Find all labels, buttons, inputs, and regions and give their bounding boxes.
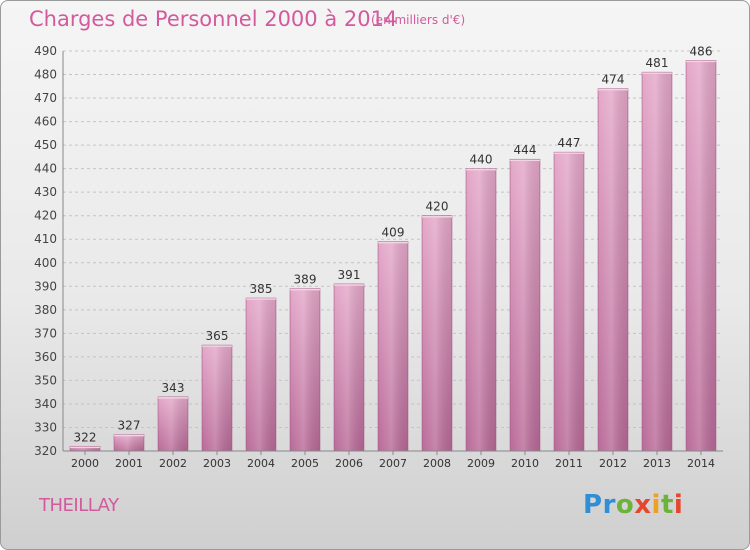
commune-name: THEILLAY	[39, 495, 119, 516]
x-tick-label: 2008	[423, 457, 451, 470]
bar-value-label: 486	[690, 44, 713, 58]
y-tick-label: 400	[34, 256, 57, 270]
bar-value-label: 440	[470, 153, 493, 167]
x-tick-label: 2009	[467, 457, 495, 470]
x-tick-label: 2006	[335, 457, 363, 470]
y-tick-label: 460	[34, 115, 57, 129]
bar-shine	[466, 168, 496, 451]
x-tick-label: 2013	[643, 457, 671, 470]
bar-shine	[290, 288, 320, 451]
bar-shine	[158, 396, 188, 451]
bar-value-label: 343	[162, 381, 185, 395]
y-tick-label: 360	[34, 350, 57, 364]
y-tick-label: 470	[34, 91, 57, 105]
bar-value-label: 409	[382, 226, 405, 240]
bar-shine	[378, 241, 408, 451]
y-tick-label: 450	[34, 138, 57, 152]
bar-value-label: 327	[118, 419, 141, 433]
bar-value-label: 447	[558, 136, 581, 150]
y-tick-label: 340	[34, 397, 57, 411]
bar-shine	[422, 215, 452, 451]
chart-title: Charges de Personnel 2000 à 2014	[29, 7, 398, 31]
bar-shine	[510, 159, 540, 451]
proxiti-logo[interactable]: Proxiti	[583, 490, 684, 520]
bar-shine	[202, 345, 232, 451]
bar-shine	[686, 60, 716, 451]
x-tick-label: 2004	[247, 457, 275, 470]
x-tick-label: 2003	[203, 457, 231, 470]
bar-value-label: 389	[294, 273, 317, 287]
chart-subtitle: (en milliers d'€)	[371, 13, 466, 27]
axis-layer: 320 330 340 350 360 370 380 390 400 410 420 430 440 4…	[34, 44, 723, 470]
bar-shine	[554, 152, 584, 452]
label-layer: 322 327 343 365 385 389 391 409 420 440 444 447 474 4…	[74, 44, 713, 444]
y-tick-label: 380	[34, 303, 57, 317]
x-tick-label: 2010	[511, 457, 539, 470]
x-tick-label: 2014	[687, 457, 715, 470]
y-tick-label: 410	[34, 232, 57, 246]
bar-shine	[246, 298, 276, 451]
x-tick-label: 2001	[115, 457, 143, 470]
y-tick-label: 370	[34, 326, 57, 340]
x-tick-label: 2002	[159, 457, 187, 470]
bar-shine	[114, 434, 144, 451]
bar-shine	[70, 446, 100, 451]
bar-value-label: 322	[74, 430, 97, 444]
bar-value-label: 385	[250, 282, 273, 296]
bar-value-label: 474	[602, 73, 625, 87]
x-tick-label: 2012	[599, 457, 627, 470]
y-tick-label: 490	[34, 44, 57, 58]
y-tick-label: 320	[34, 444, 57, 458]
bar-shine	[642, 72, 672, 452]
y-tick-label: 440	[34, 162, 57, 176]
y-tick-label: 420	[34, 209, 57, 223]
y-tick-label: 430	[34, 185, 57, 199]
bar-shine	[334, 283, 364, 451]
x-tick-label: 2007	[379, 457, 407, 470]
y-tick-label: 330	[34, 420, 57, 434]
x-tick-label: 2005	[291, 457, 319, 470]
y-tick-label: 480	[34, 68, 57, 82]
bar-value-label: 365	[206, 329, 229, 343]
y-tick-label: 390	[34, 279, 57, 293]
x-tick-label: 2000	[71, 457, 99, 470]
bar-shine	[598, 88, 628, 451]
bar-layer	[69, 60, 717, 452]
bar-value-label: 391	[338, 268, 361, 282]
x-tick-label: 2011	[555, 457, 583, 470]
bar-value-label: 444	[514, 143, 537, 157]
bar-value-label: 481	[646, 56, 669, 70]
y-tick-label: 350	[34, 373, 57, 387]
bar-value-label: 420	[426, 200, 449, 214]
